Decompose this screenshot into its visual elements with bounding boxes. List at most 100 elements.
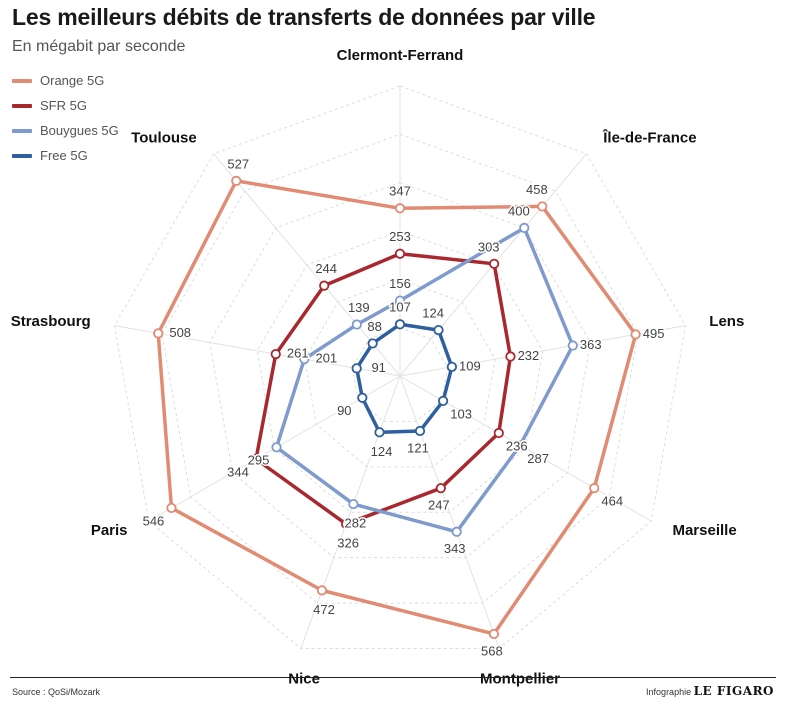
data-label: 109 bbox=[459, 358, 481, 373]
data-label: 303 bbox=[478, 239, 500, 254]
data-point bbox=[270, 348, 281, 360]
data-point bbox=[250, 454, 262, 465]
data-point bbox=[351, 319, 362, 330]
category-label: Île-de-France bbox=[602, 128, 696, 146]
grid-spoke bbox=[213, 153, 401, 377]
data-point bbox=[505, 351, 516, 362]
data-label: 253 bbox=[389, 229, 411, 244]
data-label: 247 bbox=[428, 498, 450, 513]
data-point bbox=[630, 329, 641, 340]
data-label: 107 bbox=[389, 300, 411, 315]
credit: Infographie LE FIGARO bbox=[646, 684, 774, 698]
legend-swatch-sfr bbox=[12, 103, 32, 108]
data-point bbox=[348, 498, 359, 510]
data-label: 124 bbox=[371, 444, 393, 459]
data-label: 495 bbox=[643, 326, 665, 341]
data-point bbox=[438, 395, 449, 406]
legend-label-free: Free 5G bbox=[40, 148, 88, 163]
series-line bbox=[254, 251, 513, 526]
data-point bbox=[519, 222, 530, 233]
data-point bbox=[493, 427, 504, 439]
data-point bbox=[166, 502, 177, 514]
data-label: 282 bbox=[345, 516, 367, 531]
figaro-logo: LE FIGARO bbox=[693, 684, 774, 698]
data-label: 121 bbox=[407, 440, 429, 455]
data-point bbox=[319, 280, 330, 291]
category-label: Toulouse bbox=[131, 129, 197, 146]
category-label: Strasbourg bbox=[11, 313, 91, 330]
series-line bbox=[156, 179, 638, 636]
data-label: 244 bbox=[315, 261, 337, 276]
category-label: Paris bbox=[91, 522, 128, 539]
data-point bbox=[316, 585, 328, 596]
data-point bbox=[394, 295, 406, 306]
data-label: 347 bbox=[389, 184, 411, 199]
legend-swatch-free bbox=[12, 153, 32, 158]
data-label: 295 bbox=[248, 453, 270, 468]
grid-spoke bbox=[300, 375, 401, 649]
category-label: Montpellier bbox=[480, 670, 560, 687]
data-point bbox=[341, 518, 352, 530]
data-label: 261 bbox=[287, 346, 309, 361]
source-note: Source : QoSi/Mozark bbox=[12, 687, 101, 697]
data-label: 568 bbox=[481, 643, 503, 658]
grid-ring bbox=[351, 327, 449, 422]
legend: Orange 5G SFR 5G Bouygues 5G Free 5G bbox=[12, 68, 119, 168]
data-label: 90 bbox=[337, 403, 351, 418]
data-label: 88 bbox=[367, 319, 381, 334]
data-point bbox=[446, 361, 457, 372]
data-label: 201 bbox=[315, 351, 337, 366]
data-point bbox=[394, 319, 406, 330]
data-label: 464 bbox=[601, 494, 623, 509]
data-point bbox=[589, 483, 600, 494]
data-point bbox=[367, 338, 378, 349]
data-point bbox=[394, 203, 406, 214]
data-label: 326 bbox=[337, 536, 359, 551]
category-label: Clermont-Ferrand bbox=[337, 47, 464, 64]
data-point bbox=[231, 175, 242, 186]
legend-item-sfr: SFR 5G bbox=[12, 93, 119, 118]
legend-label-orange: Orange 5G bbox=[40, 73, 105, 88]
data-label: 472 bbox=[313, 602, 335, 617]
data-point bbox=[414, 425, 426, 437]
data-point bbox=[374, 427, 385, 438]
data-point bbox=[153, 328, 164, 339]
data-label: 400 bbox=[508, 203, 530, 218]
data-label: 139 bbox=[348, 300, 370, 315]
data-point bbox=[351, 363, 362, 374]
data-label: 546 bbox=[143, 513, 165, 528]
grid-ring bbox=[256, 230, 544, 513]
data-point bbox=[451, 526, 462, 537]
legend-label-bouygues: Bouygues 5G bbox=[40, 123, 119, 138]
data-point bbox=[357, 392, 368, 403]
data-point bbox=[567, 340, 578, 351]
legend-item-bouygues: Bouygues 5G bbox=[12, 118, 119, 143]
grid-ring bbox=[161, 133, 639, 604]
data-label: 287 bbox=[527, 451, 549, 466]
data-point bbox=[488, 628, 499, 640]
data-label: 527 bbox=[227, 156, 249, 171]
series-line bbox=[354, 322, 454, 435]
data-label: 156 bbox=[389, 276, 411, 291]
legend-item-orange: Orange 5G bbox=[12, 68, 119, 93]
data-label: 458 bbox=[526, 182, 548, 197]
data-label: 232 bbox=[518, 348, 540, 363]
data-point bbox=[489, 258, 500, 269]
chart-title: Les meilleurs débits de transferts de do… bbox=[12, 4, 596, 30]
grid-ring bbox=[209, 182, 591, 559]
legend-label-sfr: SFR 5G bbox=[40, 98, 87, 113]
data-label: 343 bbox=[444, 541, 466, 556]
data-label: 508 bbox=[169, 325, 191, 340]
data-point bbox=[299, 354, 310, 365]
credit-prefix: Infographie bbox=[646, 687, 692, 697]
data-label: 363 bbox=[580, 337, 602, 352]
footer-divider bbox=[10, 677, 776, 678]
data-point bbox=[435, 483, 446, 494]
data-point bbox=[394, 248, 406, 259]
data-label: 103 bbox=[450, 406, 472, 421]
legend-swatch-bouygues bbox=[12, 128, 32, 133]
grid-spoke bbox=[399, 375, 500, 649]
series-line bbox=[274, 226, 575, 534]
category-label: Lens bbox=[709, 313, 744, 330]
